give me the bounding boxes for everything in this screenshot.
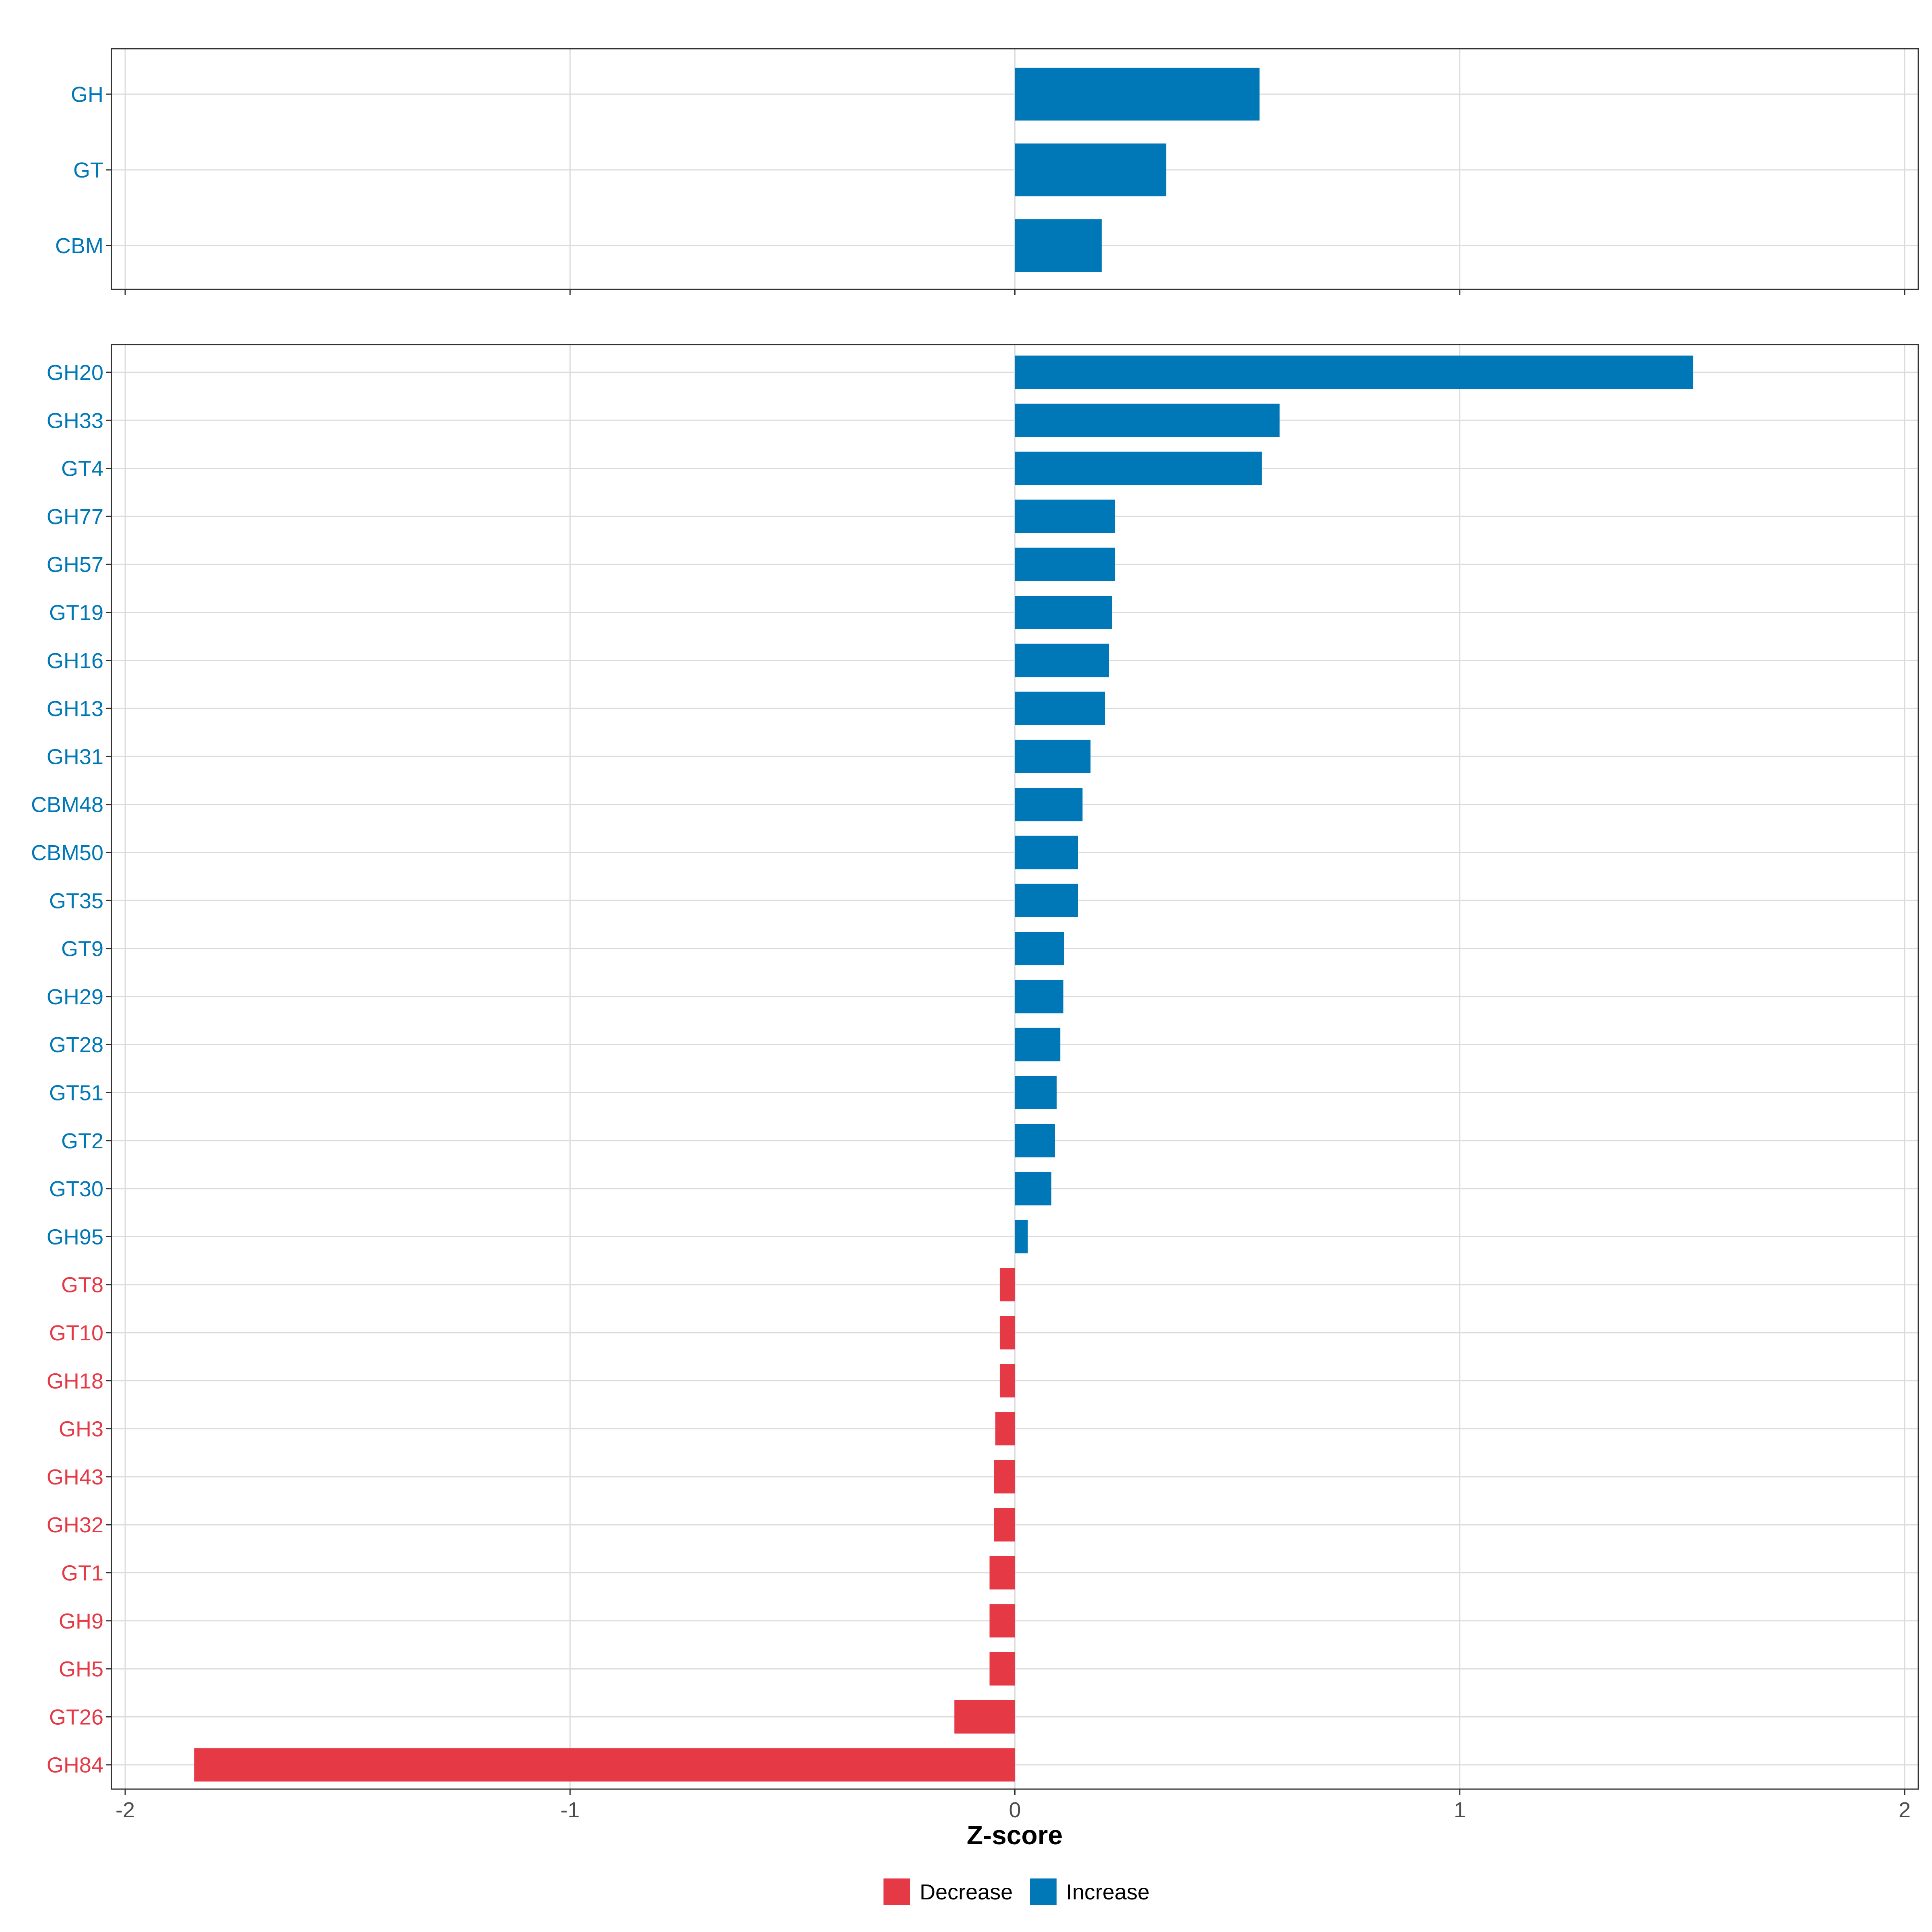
y-label-cbm50: CBM50 xyxy=(31,841,103,865)
class-panel-bars xyxy=(1015,68,1260,272)
bar-gh xyxy=(1015,68,1260,121)
legend: Decrease Increase xyxy=(883,1878,1150,1905)
legend-key-increase xyxy=(1030,1878,1057,1905)
class-panel: GH GT CBM xyxy=(55,48,1919,295)
bar-gh18 xyxy=(999,1364,1015,1397)
bar-gt26 xyxy=(954,1700,1015,1734)
y-label-gh16: GH16 xyxy=(47,649,103,673)
bar-gt9 xyxy=(1015,932,1064,966)
y-label-gt10: GT10 xyxy=(49,1321,103,1345)
x-tick-labels: -2 -1 0 1 2 xyxy=(116,1798,1911,1822)
x-tick-label: 1 xyxy=(1454,1798,1466,1822)
y-label-gt28: GT28 xyxy=(49,1033,103,1057)
y-label-cbm: CBM xyxy=(55,234,103,258)
bar-gh29 xyxy=(1015,980,1063,1013)
class-panel-x-ticks xyxy=(124,289,1905,295)
y-label-gh33: GH33 xyxy=(47,409,103,433)
family-panel: GH20GH33GT4GH77GH57GT19GH16GH13GH31CBM48… xyxy=(31,344,1919,1822)
bar-gh20 xyxy=(1015,355,1694,389)
bar-cbm48 xyxy=(1015,788,1083,822)
bar-gt28 xyxy=(1015,1028,1061,1061)
y-label-gt19: GT19 xyxy=(49,601,103,625)
y-label-gh29: GH29 xyxy=(47,985,103,1009)
bar-gh16 xyxy=(1015,644,1109,677)
x-tick-label: 0 xyxy=(1009,1798,1021,1822)
bar-gt2 xyxy=(1015,1124,1055,1158)
bar-gh33 xyxy=(1015,403,1280,437)
y-label-gh3: GH3 xyxy=(59,1417,103,1441)
bar-gt4 xyxy=(1015,452,1262,485)
y-label-gt1: GT1 xyxy=(61,1561,103,1585)
bar-gh31 xyxy=(1015,739,1091,773)
y-label-gt35: GT35 xyxy=(49,889,103,913)
x-tick-label: -1 xyxy=(560,1798,580,1822)
bar-gt xyxy=(1015,143,1166,196)
family-panel-y-labels: GH20 GH33 GT4 GH77 GH57 GT19 GH16 GH13 GH31 CBM48… xyxy=(31,361,111,1777)
y-label-gh18: GH18 xyxy=(47,1369,103,1393)
bar-cbm xyxy=(1015,219,1102,272)
bar-gh9 xyxy=(989,1604,1015,1638)
bar-gt1 xyxy=(989,1556,1015,1589)
bar-gt35 xyxy=(1015,883,1078,917)
y-label-gh95: GH95 xyxy=(47,1225,103,1249)
x-tick-label: -2 xyxy=(116,1798,135,1822)
bar-gh77 xyxy=(1015,500,1115,533)
x-axis-title: Z-score xyxy=(967,1820,1063,1850)
bar-gh32 xyxy=(994,1508,1015,1542)
legend-label-decrease: Decrease xyxy=(920,1880,1013,1904)
y-label-gt: GT xyxy=(73,158,103,182)
y-label-gh13: GH13 xyxy=(47,697,103,721)
y-label-gh84: GH84 xyxy=(47,1753,103,1777)
y-label-gh31: GH31 xyxy=(47,745,103,769)
y-label-gh9: GH9 xyxy=(59,1609,103,1633)
bar-gt10 xyxy=(999,1316,1015,1350)
y-label-gh5: GH5 xyxy=(59,1657,103,1681)
y-label-gt8: GT8 xyxy=(61,1273,103,1297)
y-label-gt4: GT4 xyxy=(61,457,103,481)
x-tick-label: 2 xyxy=(1899,1798,1911,1822)
bar-gh84 xyxy=(194,1748,1015,1782)
y-label-gt9: GT9 xyxy=(61,937,103,961)
y-label-gh20: GH20 xyxy=(47,361,103,385)
legend-key-decrease xyxy=(883,1878,910,1905)
legend-label-increase: Increase xyxy=(1066,1880,1150,1904)
y-label-gt30: GT30 xyxy=(49,1177,103,1201)
bar-cbm50 xyxy=(1015,836,1078,869)
family-panel-x-ticks xyxy=(124,1789,1905,1795)
y-label-gh32: GH32 xyxy=(47,1513,103,1537)
bar-gh5 xyxy=(989,1652,1015,1686)
y-label-gh57: GH57 xyxy=(47,553,103,577)
bar-gh13 xyxy=(1015,691,1105,725)
bar-gh3 xyxy=(995,1412,1015,1446)
bar-gt19 xyxy=(1015,596,1112,629)
class-panel-y-labels: GH GT CBM xyxy=(55,83,111,258)
y-label-gt26: GT26 xyxy=(49,1705,103,1729)
bar-gh57 xyxy=(1015,547,1115,581)
family-panel-bars xyxy=(194,355,1694,1782)
y-label-gt2: GT2 xyxy=(61,1129,103,1153)
y-label-gh: GH xyxy=(71,83,103,107)
bar-gh43 xyxy=(994,1460,1015,1494)
y-label-cbm48: CBM48 xyxy=(31,793,103,817)
y-label-gh43: GH43 xyxy=(47,1465,103,1489)
y-label-gh77: GH77 xyxy=(47,505,103,529)
bar-gt8 xyxy=(999,1268,1015,1302)
bar-gh95 xyxy=(1015,1220,1028,1253)
bar-gt51 xyxy=(1015,1076,1057,1109)
bar-gt30 xyxy=(1015,1172,1052,1205)
y-label-gt51: GT51 xyxy=(49,1081,103,1105)
